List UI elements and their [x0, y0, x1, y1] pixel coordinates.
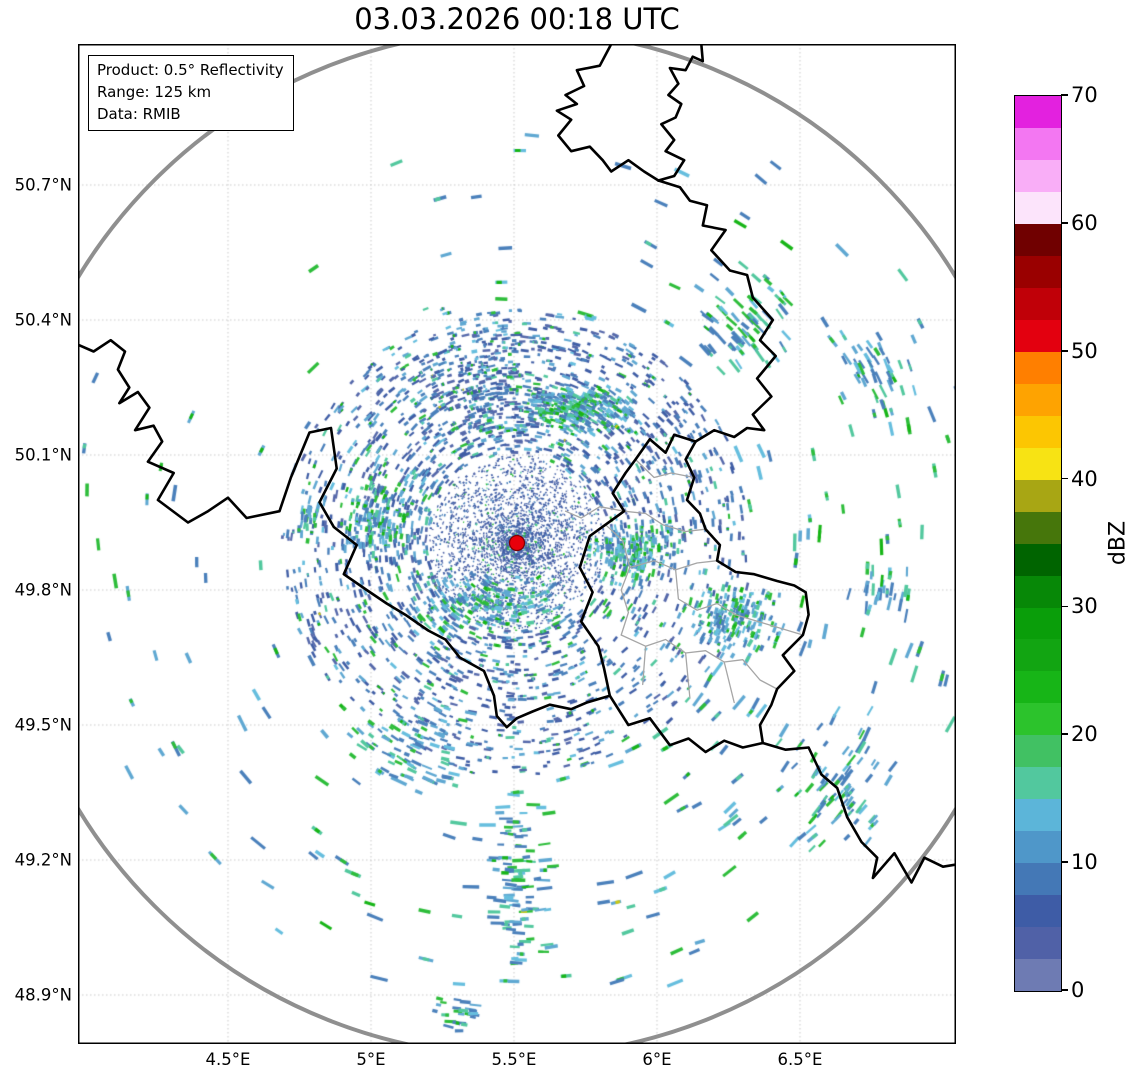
- colorbar-segment: [1015, 351, 1061, 384]
- country-border-path: [657, 44, 705, 182]
- country-border-path: [555, 44, 660, 182]
- colorbar-segment: [1015, 96, 1061, 128]
- y-tick-label: 50.7°N: [14, 175, 72, 195]
- colorbar-segment: [1015, 127, 1061, 160]
- colorbar-segment: [1015, 607, 1061, 640]
- y-tick-label: 49.5°N: [14, 715, 72, 735]
- colorbar-segment: [1015, 927, 1061, 960]
- country-border-path: [578, 433, 697, 697]
- colorbar-segment: [1015, 895, 1061, 928]
- plot-title: 03.03.2026 00:18 UTC: [354, 2, 680, 36]
- colorbar-tick-label: 70: [1071, 83, 1098, 107]
- district-border-path: [674, 569, 804, 636]
- map-overlay: [78, 44, 956, 1044]
- country-border-path: [78, 338, 612, 729]
- colorbar-unit-label: dBZ: [1105, 520, 1131, 566]
- colorbar-segment: [1015, 735, 1061, 768]
- colorbar-segment: [1015, 415, 1061, 448]
- colorbar-tick-label: 10: [1071, 850, 1098, 875]
- colorbar-segment: [1015, 479, 1061, 512]
- colorbar-segment: [1015, 319, 1061, 352]
- data-source-line: Data: RMIB: [97, 104, 181, 123]
- colorbar-tick-mark: [1061, 94, 1068, 96]
- colorbar-tick-label: 0: [1071, 978, 1085, 1002]
- colorbar-segment: [1015, 255, 1061, 288]
- colorbar-tick-mark: [1061, 989, 1068, 991]
- y-tick-label: 50.4°N: [14, 310, 72, 330]
- country-border-path: [684, 440, 810, 745]
- colorbar-segment: [1015, 383, 1061, 416]
- district-border-path: [684, 652, 691, 699]
- district-border-path: [723, 661, 735, 704]
- colorbar-segment: [1015, 799, 1061, 832]
- colorbar-tick-mark: [1061, 733, 1068, 736]
- colorbar-tick-mark: [1061, 477, 1068, 480]
- x-tick-label: 5°E: [356, 1050, 386, 1069]
- radar-site-marker: [508, 534, 526, 552]
- district-border-path: [620, 634, 778, 690]
- colorbar-tick-mark: [1061, 349, 1068, 352]
- colorbar-segment: [1015, 639, 1061, 672]
- colorbar-segment: [1015, 767, 1061, 800]
- district-border-path: [629, 560, 718, 571]
- x-tick-label: 5.5°E: [491, 1050, 537, 1069]
- colorbar-tick-label: 50: [1071, 338, 1098, 363]
- range-line: Range: 125 km: [97, 82, 212, 101]
- colorbar-segment: [1015, 671, 1061, 704]
- colorbar-segment: [1015, 191, 1061, 224]
- district-border-path: [623, 510, 707, 533]
- colorbar-tick-label: 30: [1071, 594, 1098, 619]
- x-tick-label: 6.5°E: [777, 1050, 823, 1069]
- colorbar-segment: [1015, 223, 1061, 256]
- district-border-path: [564, 506, 625, 519]
- colorbar-segment: [1015, 511, 1061, 544]
- y-tick-label: 49.2°N: [14, 850, 72, 870]
- country-border-path: [761, 741, 956, 884]
- country-border-path: [608, 694, 765, 754]
- colorbar-segment: [1015, 159, 1061, 192]
- product-line: Product: 0.5° Reflectivity: [97, 61, 284, 79]
- y-tick-label: 50.1°N: [14, 445, 72, 465]
- map-plot: Product: 0.5° Reflectivity Range: 125 km…: [78, 44, 956, 1044]
- colorbar-segment: [1015, 959, 1061, 992]
- district-border-path: [634, 458, 695, 479]
- colorbar-tick-mark: [1061, 861, 1068, 864]
- colorbar: [1014, 95, 1062, 992]
- district-border-path: [604, 524, 631, 636]
- y-tick-label: 49.8°N: [14, 580, 72, 600]
- colorbar-tick-label: 20: [1071, 722, 1098, 747]
- colorbar-tick-mark: [1061, 605, 1068, 608]
- colorbar-segment: [1015, 575, 1061, 608]
- colorbar-segment: [1015, 447, 1061, 480]
- y-tick-label: 48.9°N: [14, 985, 72, 1005]
- colorbar-segment: [1015, 831, 1061, 864]
- colorbar-tick-label: 60: [1071, 210, 1098, 235]
- colorbar-segment: [1015, 863, 1061, 896]
- colorbar-segment: [1015, 543, 1061, 576]
- x-tick-label: 4.5°E: [205, 1050, 251, 1069]
- colorbar-segment: [1015, 287, 1061, 320]
- colorbar-tick-mark: [1061, 222, 1068, 224]
- plot-frame: [78, 44, 956, 1044]
- x-tick-label: 6°E: [642, 1050, 672, 1069]
- district-border-path: [642, 645, 647, 686]
- product-info-box: Product: 0.5° Reflectivity Range: 125 km…: [88, 55, 294, 132]
- colorbar-segment: [1015, 703, 1061, 736]
- country-border-path: [657, 179, 777, 443]
- colorbar-tick-label: 40: [1071, 466, 1098, 491]
